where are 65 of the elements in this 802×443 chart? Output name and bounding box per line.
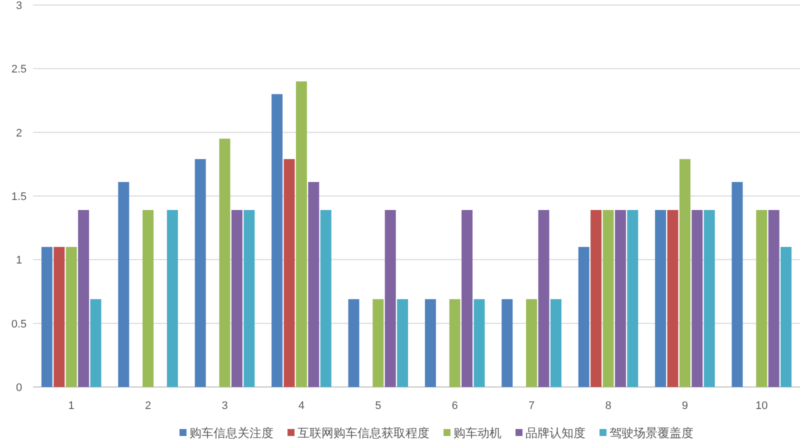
x-tick-label: 10 [756,400,768,412]
bar [90,299,102,387]
bar [397,299,408,387]
y-tick-label: 1 [16,254,22,267]
bar [41,246,52,387]
bar [756,210,768,387]
bar [692,210,703,387]
x-tick-label: 9 [682,400,688,412]
bar [449,299,460,387]
y-tick-label: 0.5 [11,318,27,330]
y-tick-label: 3 [16,0,22,12]
bar [704,210,715,387]
y-tick-label: 2.5 [11,64,27,76]
legend-label: 购车动机 [454,426,502,440]
bar [272,94,283,387]
x-tick-label: 8 [605,400,612,412]
legend-label: 购车信息关注度 [190,426,274,440]
bar [732,182,743,387]
x-tick-label: 4 [298,400,305,412]
bar [166,210,178,387]
bar [590,210,602,387]
bar [602,210,614,387]
bar [372,299,384,387]
bar [462,210,473,387]
bar [667,210,678,387]
bar [502,299,513,387]
x-tick-label: 7 [528,400,535,412]
bar [424,299,436,387]
bar [219,138,230,387]
legend-label: 互联网购车信息获取程度 [298,426,430,440]
bar [231,210,242,387]
bar [320,210,332,387]
bar [118,182,130,387]
bar [384,210,396,387]
bar [780,246,792,387]
bar [142,210,154,387]
y-tick-label: 2 [16,127,22,140]
bar [296,81,307,387]
bar [66,246,77,387]
legend-label: 品牌认知度 [526,426,586,440]
x-tick-label: 1 [68,400,74,412]
x-tick-label: 6 [452,400,458,412]
bar [550,299,562,387]
y-tick-label: 0 [16,382,22,394]
bar [627,210,638,387]
bar [244,210,255,387]
bar [679,159,690,387]
bar [308,182,320,387]
bar [78,210,90,387]
y-tick-label: 1.5 [11,191,27,203]
bar [614,210,626,387]
legend-label: 驾驶场景覆盖度 [610,426,694,440]
bar [474,299,485,387]
bar [578,246,590,387]
bar [768,210,780,387]
bar [538,210,550,387]
x-tick-label: 2 [144,400,152,412]
bar [284,159,295,387]
x-tick-label: 5 [375,400,382,412]
bar [54,246,65,387]
bar [194,159,206,387]
bar [526,299,538,387]
bar [348,299,360,387]
bar [655,210,666,387]
x-tick-label: 3 [222,400,228,412]
